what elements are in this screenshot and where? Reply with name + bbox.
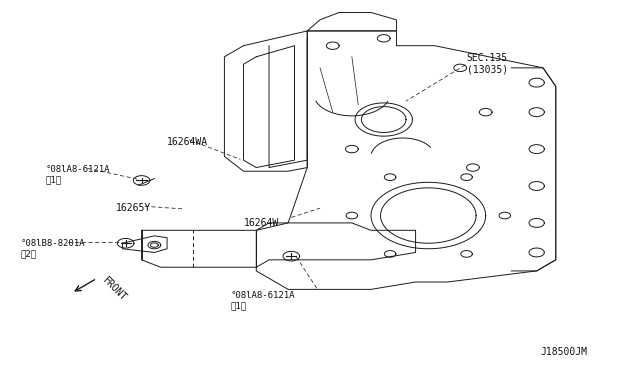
Text: FRONT: FRONT [100,275,128,303]
Text: °08lB8-8201A
（2）: °08lB8-8201A （2） [20,239,85,259]
Text: 16264W: 16264W [244,218,279,228]
Text: °08lA8-6121A
（1）: °08lA8-6121A （1） [231,291,295,310]
Text: J18500JM: J18500JM [541,347,588,357]
Text: 16264WA: 16264WA [167,137,208,147]
Text: 16265Y: 16265Y [116,203,151,213]
Text: °08lA8-6121A
（1）: °08lA8-6121A （1） [46,165,111,185]
Text: SEC.135
(13035): SEC.135 (13035) [467,53,508,75]
